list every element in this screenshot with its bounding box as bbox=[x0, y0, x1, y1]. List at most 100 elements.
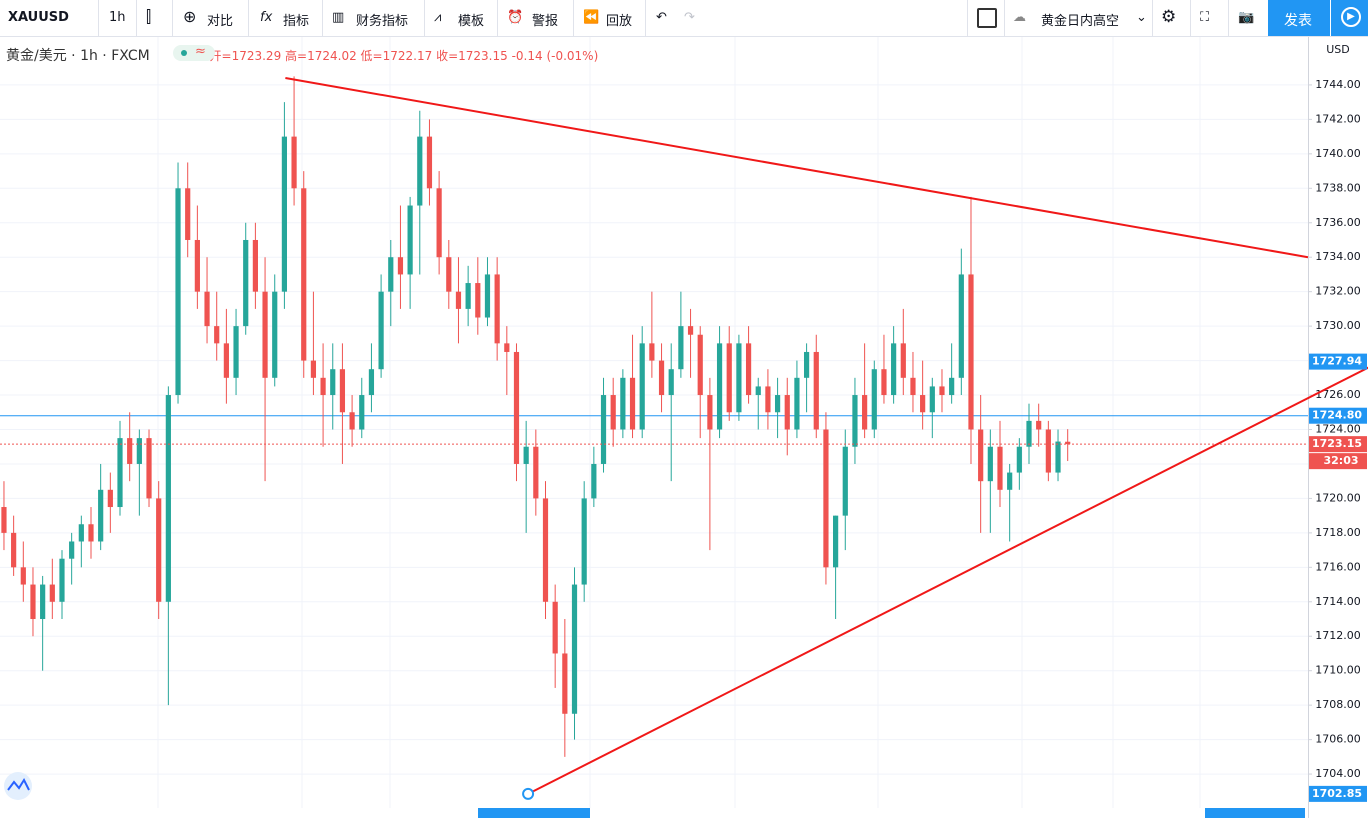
candle-body bbox=[668, 369, 674, 396]
candle-body bbox=[243, 239, 249, 327]
candle-body bbox=[339, 369, 346, 413]
layout-name[interactable]: 黄金日内高空 bbox=[1041, 14, 1120, 29]
candle-body bbox=[987, 446, 993, 482]
y-tick-label: 1724.00 bbox=[1315, 422, 1361, 435]
candle-body bbox=[1007, 472, 1013, 490]
close-value: 1723.15 bbox=[458, 49, 508, 63]
candle-body bbox=[929, 386, 935, 413]
candle-body bbox=[852, 395, 858, 447]
candle-body bbox=[291, 136, 297, 189]
candle-body bbox=[194, 239, 200, 292]
candle-body bbox=[465, 283, 471, 309]
candle-body bbox=[610, 395, 616, 430]
candle-body bbox=[349, 412, 355, 430]
status-pill[interactable]: ≈ bbox=[173, 44, 215, 61]
chart-title: 黄金/美元 · 1h · FXCM bbox=[6, 48, 150, 64]
snapshot[interactable]: 📷 bbox=[1238, 10, 1255, 25]
candle-body bbox=[146, 438, 152, 499]
candle-body bbox=[862, 395, 868, 430]
alerts[interactable]: 警报 bbox=[532, 14, 559, 29]
interval[interactable]: 1h bbox=[109, 10, 126, 25]
candle-body bbox=[272, 291, 278, 378]
candle-body bbox=[78, 524, 84, 542]
candle-body bbox=[784, 395, 790, 430]
candle-body bbox=[1045, 429, 1051, 473]
templates-icon: ⩘ bbox=[434, 10, 442, 25]
trendline bbox=[527, 366, 1368, 795]
compare[interactable]: 对比 bbox=[207, 14, 234, 29]
candle-body bbox=[20, 567, 26, 585]
toolbar: XAUUSD 1h ⫿ ⊕ 对比 fx 指标 ▥ 财务指标 ⩘ 模板 ⏰ 警报 … bbox=[0, 0, 1368, 37]
y-tick-label: 1738.00 bbox=[1315, 181, 1361, 194]
hline-badge-bg bbox=[1309, 407, 1367, 424]
cloud-icon: ☁ bbox=[1013, 10, 1026, 25]
candle-body bbox=[455, 291, 462, 309]
chart-type-icon[interactable]: ⫿ bbox=[146, 7, 152, 26]
candle-body bbox=[968, 274, 974, 430]
financials[interactable]: 财务指标 bbox=[356, 14, 409, 29]
candle-body bbox=[175, 188, 181, 396]
logo-mark bbox=[7, 777, 30, 791]
redo[interactable]: ↷ bbox=[684, 10, 695, 25]
y-tick-label: 1740.00 bbox=[1315, 147, 1361, 160]
candle-body bbox=[252, 239, 258, 292]
symbol[interactable]: XAUUSD bbox=[8, 10, 69, 25]
candle-body bbox=[881, 369, 887, 396]
candle-body bbox=[310, 360, 317, 378]
indicators[interactable]: 指标 bbox=[283, 14, 310, 29]
y-tick-label: 1708.00 bbox=[1315, 698, 1361, 711]
candle-body bbox=[262, 291, 268, 378]
y-tick-label: 1710.00 bbox=[1315, 664, 1361, 677]
candle-body bbox=[436, 188, 442, 258]
time-highlight bbox=[1205, 808, 1305, 818]
candle-body bbox=[301, 188, 307, 361]
candle-body bbox=[214, 326, 220, 344]
candle-body bbox=[571, 584, 578, 714]
candle-body bbox=[523, 446, 529, 464]
candle-body bbox=[707, 395, 713, 430]
candle-body bbox=[368, 369, 375, 396]
y-tick-label: 1732.00 bbox=[1315, 285, 1361, 298]
candle-body bbox=[958, 274, 964, 378]
candle-body bbox=[11, 532, 17, 568]
y-tick-label: 1712.00 bbox=[1315, 629, 1361, 642]
templates[interactable]: 模板 bbox=[458, 14, 485, 29]
undo[interactable]: ↶ bbox=[656, 10, 667, 25]
candle-body bbox=[774, 395, 781, 413]
low-value: 1722.17 bbox=[382, 49, 433, 63]
candle-body bbox=[629, 377, 636, 430]
candle-body bbox=[794, 377, 800, 430]
close-label: 收= bbox=[436, 49, 459, 63]
publish-button[interactable] bbox=[1268, 0, 1330, 36]
candle-body bbox=[842, 446, 848, 516]
candle-body bbox=[639, 343, 645, 430]
trend-badge: 1727.94 bbox=[1312, 355, 1362, 368]
y-tick-label: 1714.00 bbox=[1315, 595, 1361, 608]
y-tick-label: 1736.00 bbox=[1315, 216, 1361, 229]
open-label: 开= bbox=[209, 49, 232, 63]
replay[interactable]: 回放 bbox=[606, 14, 633, 29]
layout-menu[interactable]: ⌄ bbox=[1136, 10, 1147, 25]
candle-body bbox=[533, 446, 539, 499]
candle-body bbox=[997, 446, 1003, 490]
anchor-badge-bg bbox=[1309, 785, 1367, 802]
candle-body bbox=[397, 257, 404, 275]
time-highlight bbox=[478, 808, 590, 818]
layout-select[interactable] bbox=[977, 8, 997, 28]
candle-body bbox=[755, 386, 761, 396]
candle-body bbox=[117, 438, 123, 508]
publish[interactable]: 发表 bbox=[1284, 13, 1312, 29]
candle-body bbox=[330, 369, 336, 396]
fullscreen[interactable]: ⛶ bbox=[1200, 10, 1210, 25]
candle-body bbox=[417, 136, 423, 206]
candle-body bbox=[600, 395, 607, 464]
candle-body bbox=[871, 369, 877, 430]
candle-body bbox=[40, 584, 46, 620]
candle-body bbox=[823, 429, 829, 568]
y-tick-label: 1704.00 bbox=[1315, 767, 1361, 780]
high-value: 1724.02 bbox=[307, 49, 357, 63]
settings[interactable]: ⚙ bbox=[1161, 7, 1177, 27]
candle-body bbox=[726, 343, 732, 413]
y-tick-label: 1734.00 bbox=[1315, 250, 1361, 263]
